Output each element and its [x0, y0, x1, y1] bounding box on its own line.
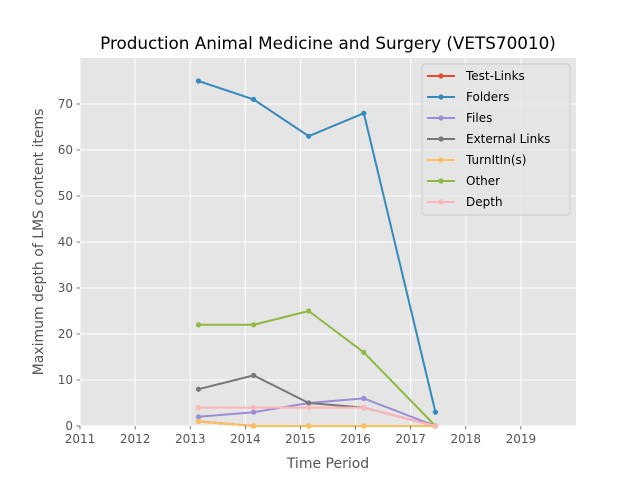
- legend-marker: [438, 157, 444, 163]
- x-axis-label: Time Period: [286, 456, 369, 472]
- y-tick-label: 70: [58, 97, 73, 111]
- legend-marker: [438, 178, 444, 184]
- data-point-turnitin-s: [195, 418, 202, 424]
- legend-label: External Links: [466, 132, 550, 146]
- legend-label: Depth: [466, 195, 503, 209]
- legend-item-depth: Depth: [427, 195, 503, 209]
- legend: Test-Links Folders Files External Links Turn…: [421, 63, 571, 216]
- data-point-other: [251, 322, 257, 328]
- legend-label: Other: [466, 174, 500, 188]
- x-tick-label: 2012: [120, 432, 151, 446]
- legend-marker: [438, 136, 444, 142]
- data-point-files: [195, 414, 202, 420]
- legend-box: [421, 63, 571, 216]
- x-tick-label: 2013: [175, 432, 206, 446]
- legend-item-other: Other: [427, 174, 500, 188]
- legend-item-files: Files: [427, 111, 492, 125]
- legend-item-test-links: Test-Links: [427, 69, 525, 83]
- data-point-turnitin-s: [306, 423, 312, 429]
- data-point-external-links: [251, 372, 257, 378]
- series-depth: [195, 405, 439, 429]
- data-point-depth: [306, 405, 312, 411]
- data-point-turnitin-s: [251, 423, 257, 429]
- data-point-other: [306, 308, 312, 314]
- data-point-other: [361, 349, 367, 355]
- y-tick-label: 40: [58, 235, 73, 249]
- x-tick-label: 2015: [285, 432, 316, 446]
- x-tick-label: 2016: [340, 432, 371, 446]
- data-point-files: [361, 395, 367, 401]
- legend-marker: [438, 199, 444, 205]
- data-point-folders: [432, 409, 439, 415]
- legend-label: Files: [466, 111, 492, 125]
- legend-label: Test-Links: [465, 69, 525, 83]
- series-lines: [195, 78, 439, 429]
- x-tick-label: 2011: [65, 432, 96, 446]
- y-axis-label: Maximum depth of LMS content items: [31, 109, 47, 376]
- legend-label: TurnItIn(s): [465, 153, 526, 167]
- data-point-depth: [195, 405, 202, 411]
- legend-item-turnitin-s: TurnItIn(s): [427, 153, 526, 167]
- data-point-folders: [251, 96, 257, 102]
- data-point-folders: [306, 133, 312, 139]
- x-tick-label: 2019: [506, 432, 537, 446]
- data-point-depth: [251, 405, 257, 411]
- legend-label: Folders: [466, 90, 509, 104]
- legend-marker: [438, 73, 444, 79]
- x-tick-labels: 2011 2012 2013 2014 2015 2016 2017 2018 2019: [65, 426, 536, 446]
- y-tick-label: 20: [58, 327, 73, 341]
- data-point-folders: [195, 78, 202, 84]
- legend-marker: [438, 94, 444, 100]
- x-tick-label: 2014: [230, 432, 261, 446]
- data-point-files: [251, 409, 257, 415]
- series-folders: [195, 78, 439, 415]
- data-point-other: [195, 322, 202, 328]
- y-tick-label: 30: [58, 281, 73, 295]
- legend-item-external-links: External Links: [427, 132, 550, 146]
- y-tick-label: 0: [65, 419, 73, 433]
- data-point-folders: [361, 110, 367, 116]
- x-tick-label: 2017: [395, 432, 426, 446]
- data-point-turnitin-s: [361, 423, 367, 429]
- data-point-external-links: [195, 386, 202, 392]
- y-tick-label: 50: [58, 189, 73, 203]
- y-tick-labels: 0 10 20 30 40 50 60 70: [58, 97, 80, 433]
- legend-marker: [438, 115, 444, 121]
- y-tick-label: 60: [58, 143, 73, 157]
- legend-item-folders: Folders: [427, 90, 509, 104]
- chart-title: Production Animal Medicine and Surgery (…: [100, 33, 556, 53]
- data-point-depth: [361, 405, 367, 411]
- data-point-depth: [432, 423, 439, 429]
- data-point-external-links: [306, 400, 312, 406]
- x-tick-label: 2018: [451, 432, 482, 446]
- y-tick-label: 10: [58, 373, 73, 387]
